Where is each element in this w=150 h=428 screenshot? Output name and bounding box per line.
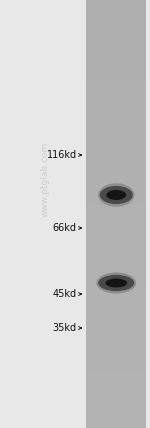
Ellipse shape [98, 183, 134, 207]
Ellipse shape [96, 273, 136, 294]
Text: 66kd: 66kd [53, 223, 77, 233]
Text: 116kd: 116kd [47, 150, 77, 160]
Text: www.ptglab.com: www.ptglab.com [40, 142, 50, 217]
Ellipse shape [106, 190, 126, 200]
Bar [86, 0, 146, 428]
Ellipse shape [100, 186, 133, 204]
Text: 45kd: 45kd [53, 289, 77, 299]
Ellipse shape [105, 279, 127, 288]
Text: 35kd: 35kd [53, 323, 77, 333]
Ellipse shape [98, 275, 134, 291]
